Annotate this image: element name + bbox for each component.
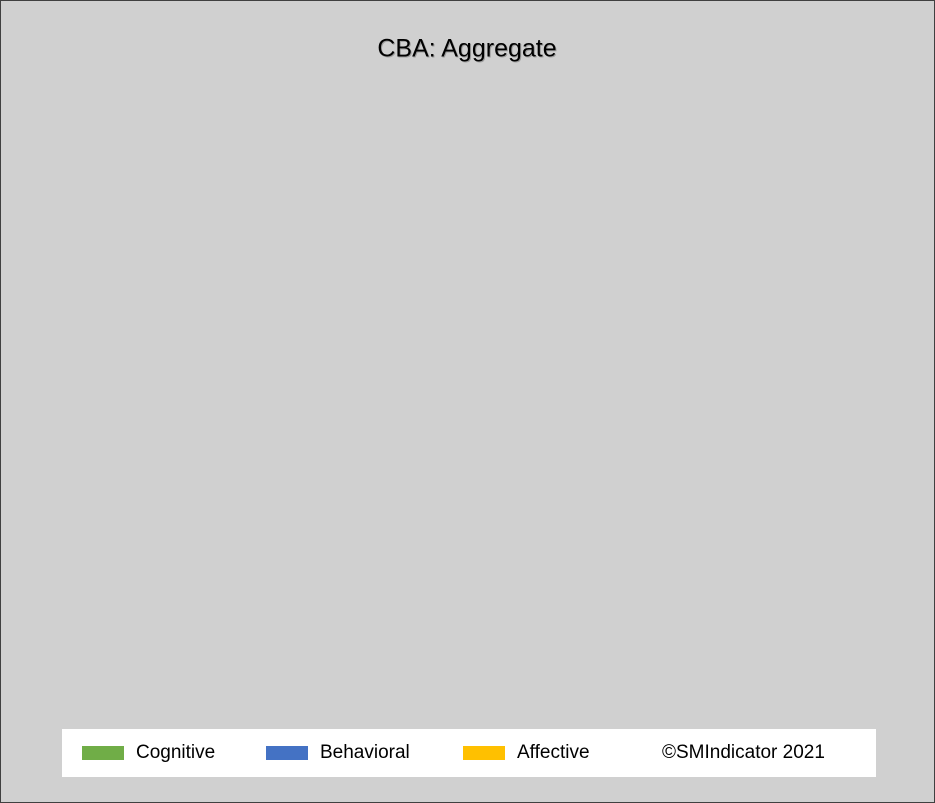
legend-swatch [463,746,505,760]
legend-swatch [82,746,124,760]
legend-swatch [266,746,308,760]
legend-label: Cognitive [136,742,215,763]
legend-label: Affective [517,742,590,763]
chart-title: CBA: Aggregate [377,35,556,63]
legend-label: Behavioral [320,742,410,763]
credit: ©SMIndicator 2021 [662,742,825,763]
